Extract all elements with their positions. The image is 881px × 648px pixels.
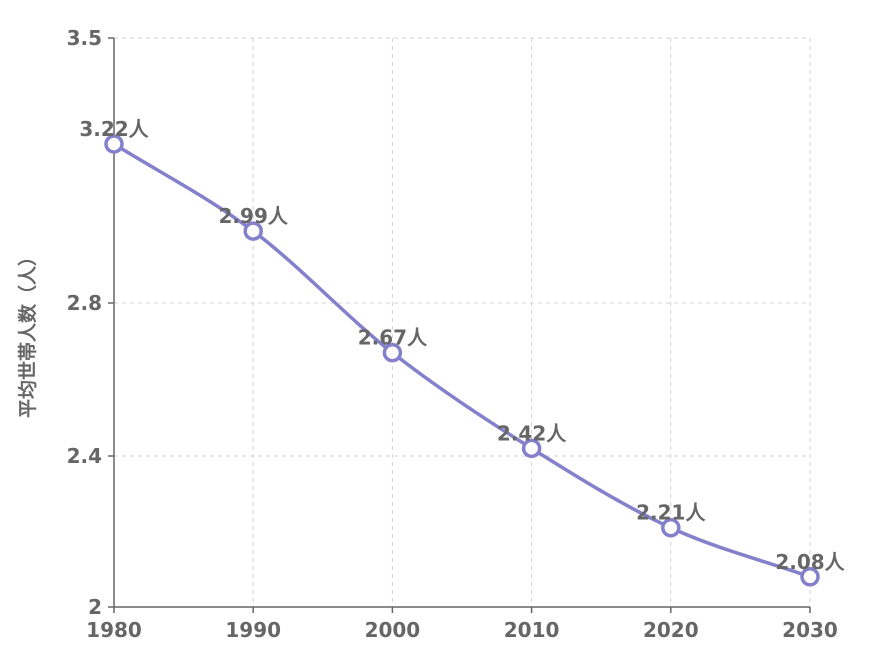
x-tick-label: 2030 xyxy=(782,618,838,642)
y-tick-label: 3.5 xyxy=(67,26,102,50)
axes: 1980 1990 2000 2010 2020 2030 2 2.4 2.8 3.5 xyxy=(67,26,838,642)
data-labels: 3.22人 2.99人 2.67人 2.42人 2.21人 2.08人 xyxy=(79,117,845,574)
y-tick-label: 2.8 xyxy=(67,291,102,315)
data-label: 2.08人 xyxy=(775,550,845,574)
y-tick-label: 2 xyxy=(88,595,102,619)
data-label: 3.22人 xyxy=(79,117,149,141)
data-point xyxy=(382,342,403,363)
x-tick-label: 1990 xyxy=(225,618,281,642)
grid xyxy=(114,37,811,607)
data-label: 2.99人 xyxy=(219,204,289,228)
data-point xyxy=(521,438,542,459)
data-point xyxy=(800,567,820,587)
data-point xyxy=(243,221,263,241)
series xyxy=(112,142,812,579)
y-axis-title: 平均世帯人数（人） xyxy=(16,247,39,418)
data-points xyxy=(104,134,820,587)
y-tick-label: 2.4 xyxy=(67,444,102,468)
x-tick-label: 2020 xyxy=(643,618,699,642)
x-tick-label: 2000 xyxy=(365,618,421,642)
series-line xyxy=(112,142,812,579)
x-tick-label: 1980 xyxy=(86,618,142,642)
data-point xyxy=(661,517,681,538)
data-label: 2.42人 xyxy=(497,421,567,445)
x-tick-label: 2010 xyxy=(504,618,560,642)
data-point xyxy=(104,134,124,154)
data-label: 2.21人 xyxy=(636,501,706,525)
data-label: 2.67人 xyxy=(358,326,428,350)
